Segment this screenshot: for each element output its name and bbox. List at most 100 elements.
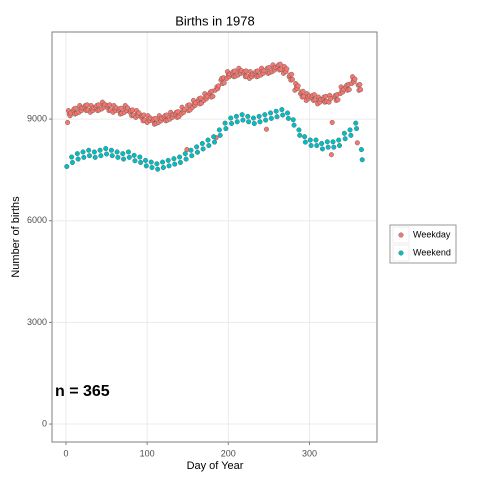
point [262,112,268,118]
point [181,107,187,113]
point [183,156,189,162]
x-axis-label: Day of Year [187,460,244,472]
point [216,83,222,89]
point [98,153,104,159]
point [86,153,92,159]
point [245,113,251,119]
point [346,87,352,93]
point [200,146,206,152]
point [171,156,177,162]
point [290,117,296,123]
point [228,115,234,121]
point [130,107,136,113]
point [284,66,290,72]
point [291,122,297,128]
point [164,112,170,118]
point [188,147,194,153]
point [104,151,110,157]
point [348,132,354,138]
point [232,68,238,74]
point [103,146,109,152]
y-tick-label: 0 [42,418,47,428]
x-tick-label: 200 [221,448,236,458]
legend-label: Weekday [413,229,451,239]
point [266,65,272,71]
point [257,119,263,125]
point [335,97,341,103]
point [84,102,90,108]
point [354,126,360,132]
point [194,144,200,150]
point [160,165,166,171]
point [250,115,256,121]
point [69,159,75,165]
point [302,134,308,140]
point [308,143,314,149]
point [92,154,98,160]
point [314,143,320,149]
point [319,146,325,152]
point [95,102,101,108]
point [206,143,212,149]
point [120,151,126,157]
point [239,112,245,118]
point [221,80,227,86]
point [296,127,302,133]
point [75,156,81,162]
point [302,139,308,145]
y-tick-label: 3000 [27,317,47,327]
point [268,115,274,121]
point [256,113,262,119]
point [307,137,313,143]
point [211,134,217,140]
point [118,105,124,111]
point [251,120,257,126]
point [69,154,75,160]
point [328,152,334,158]
point [108,147,114,153]
point [240,117,246,123]
point [205,137,211,143]
point [189,153,195,159]
point [97,147,103,153]
point [121,156,127,162]
legend-marker [398,232,404,238]
point [285,110,291,116]
point [141,112,147,118]
point [359,157,365,163]
point [211,139,217,145]
x-tick-label: 100 [140,448,155,458]
point [64,164,70,170]
point [65,119,71,125]
point [311,92,317,98]
point [341,130,347,136]
point [199,140,205,146]
point [109,153,115,159]
point [313,137,319,143]
point [337,143,343,149]
point [358,147,364,153]
point [285,115,291,121]
point [177,154,183,160]
point [354,140,360,146]
y-tick-label: 9000 [27,113,47,123]
point [280,112,286,118]
point [357,82,363,88]
point [73,105,79,111]
point [138,159,144,165]
point [246,119,252,125]
point [263,126,269,132]
legend: Weekday Weekend [389,224,457,264]
point [143,163,149,169]
point [352,76,358,82]
y-axis-label: Number of births [10,196,22,278]
point [136,110,142,116]
point [329,119,335,125]
point [268,110,274,116]
point [342,136,348,142]
point [131,152,137,158]
point [86,147,92,153]
point [182,151,188,157]
x-tick-label: 300 [302,448,317,458]
point [74,151,80,157]
